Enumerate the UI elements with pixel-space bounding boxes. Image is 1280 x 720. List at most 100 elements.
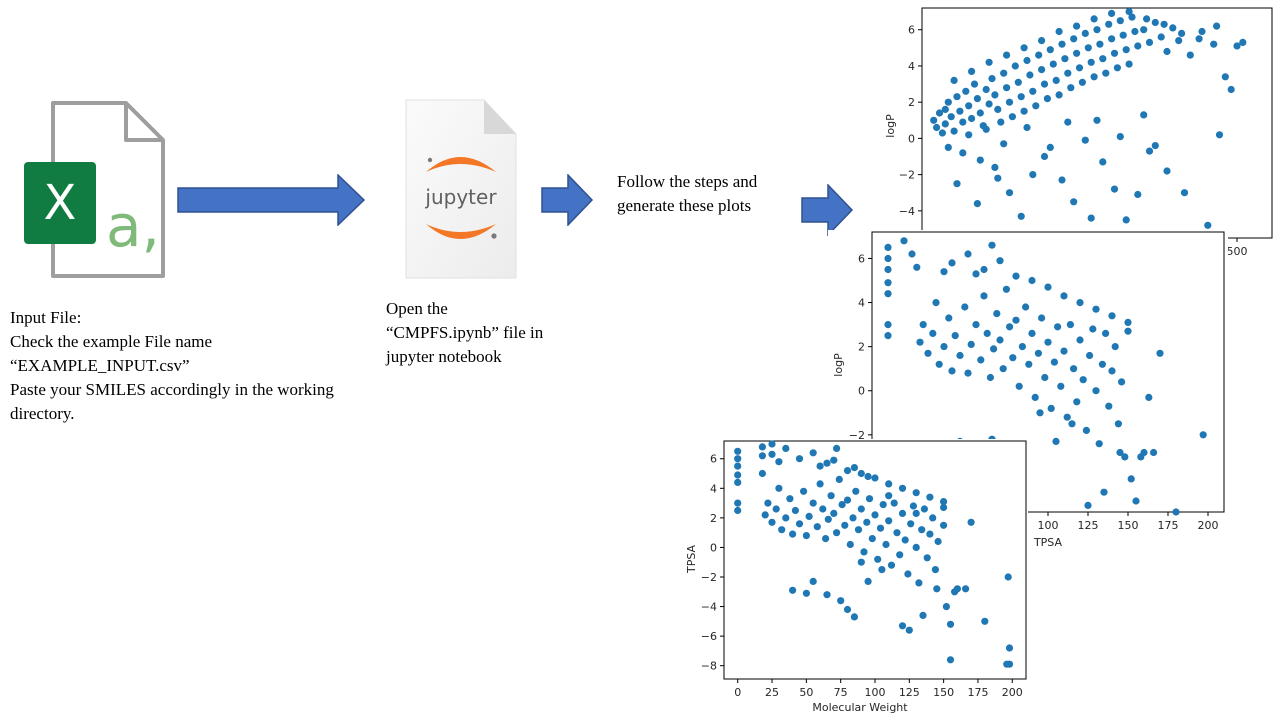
- data-point: [982, 85, 990, 94]
- data-point: [1098, 360, 1106, 368]
- data-point: [923, 554, 931, 562]
- data-point: [734, 455, 742, 463]
- data-point: [868, 535, 876, 543]
- data-point: [1145, 393, 1153, 401]
- excel-badge: X: [24, 162, 96, 244]
- data-point: [904, 570, 912, 578]
- data-point: [898, 484, 907, 492]
- y-tick-label: 2: [858, 341, 865, 354]
- data-point: [1102, 69, 1110, 77]
- y-axis-label: TPSA: [685, 545, 698, 575]
- data-point: [1005, 189, 1014, 197]
- data-point: [879, 501, 887, 509]
- data-point: [948, 259, 956, 267]
- data-point: [871, 474, 879, 482]
- data-point: [1020, 107, 1028, 115]
- data-point: [999, 365, 1007, 373]
- data-point: [1116, 17, 1124, 25]
- scatter-plot-mw-tpsa: −8 −6 −4 −2 0 2 4 6 0 25 50 75 100 125 150 175 200 TPSA Mo…: [684, 439, 1028, 717]
- data-point: [1215, 131, 1224, 139]
- data-point: [1086, 351, 1094, 360]
- data-point: [1026, 71, 1034, 79]
- data-point: [940, 503, 948, 512]
- data-point: [882, 540, 890, 549]
- data-point: [1038, 314, 1046, 322]
- data-point: [988, 241, 996, 249]
- data-point: [1131, 27, 1139, 36]
- data-point: [1012, 316, 1020, 324]
- data-point: [973, 200, 981, 208]
- data-point: [1005, 98, 1014, 106]
- data-point: [926, 493, 934, 501]
- data-point: [1169, 24, 1177, 32]
- data-point: [980, 265, 988, 274]
- data-point: [1125, 8, 1133, 16]
- data-point: [996, 257, 1004, 265]
- data-point: [1204, 221, 1212, 229]
- data-point: [898, 622, 907, 630]
- data-point: [795, 520, 804, 528]
- data-point: [946, 620, 955, 628]
- data-point: [1110, 185, 1119, 193]
- x-tick-label: 500: [1227, 245, 1248, 258]
- data-point: [944, 143, 952, 151]
- x-tick-label: 150: [1118, 519, 1139, 532]
- data-point: [734, 506, 742, 515]
- data-point: [1067, 84, 1075, 92]
- data-point: [843, 605, 852, 614]
- data-point: [1172, 508, 1180, 516]
- data-point: [1058, 40, 1066, 48]
- data-point: [901, 536, 909, 544]
- data-point: [1114, 420, 1122, 428]
- data-point: [1233, 42, 1241, 50]
- data-point: [1006, 323, 1014, 331]
- data-point: [822, 535, 830, 543]
- data-point: [953, 93, 961, 101]
- data-point: [857, 505, 865, 513]
- data-point: [961, 303, 969, 311]
- data-point: [950, 127, 958, 135]
- arrow-right-icon: [541, 174, 594, 226]
- data-point: [833, 529, 841, 537]
- data-point: [972, 270, 980, 278]
- plots-step-text: Follow the steps and generate these plot…: [617, 170, 757, 218]
- data-point: [965, 131, 973, 139]
- data-point: [841, 521, 849, 529]
- data-point: [789, 530, 797, 538]
- data-point: [1012, 272, 1020, 280]
- data-point: [1000, 140, 1008, 148]
- data-point: [1092, 387, 1100, 395]
- data-point: [768, 450, 776, 458]
- data-point: [981, 617, 989, 625]
- data-point: [833, 444, 841, 452]
- data-point: [1034, 349, 1042, 357]
- data-point: [789, 586, 797, 594]
- data-point: [1160, 20, 1168, 28]
- data-point: [940, 343, 948, 351]
- data-point: [1108, 312, 1116, 320]
- data-point: [997, 118, 1005, 126]
- data-point: [775, 458, 783, 466]
- data-point: [1040, 152, 1049, 161]
- data-point: [1073, 49, 1081, 57]
- data-point: [1151, 142, 1159, 150]
- data-point: [1108, 35, 1116, 43]
- x-tick-label: 100: [865, 686, 886, 699]
- data-point: [1082, 426, 1090, 434]
- x-tick-label: 175: [1158, 519, 1179, 532]
- data-point: [907, 520, 915, 528]
- data-point: [865, 495, 874, 503]
- data-point: [948, 367, 956, 375]
- data-point: [884, 265, 892, 274]
- y-tick-label: 2: [908, 96, 915, 109]
- x-tick-label: 200: [1002, 686, 1023, 699]
- data-point: [977, 356, 985, 364]
- data-point: [1119, 31, 1127, 39]
- input-line: Paste your SMILES accordingly in the wor…: [10, 380, 334, 399]
- data-point: [849, 514, 857, 522]
- data-point: [830, 456, 838, 464]
- data-point: [791, 506, 799, 515]
- notebook-line: Open the: [386, 299, 448, 318]
- data-point: [1052, 437, 1060, 445]
- data-point: [802, 532, 810, 540]
